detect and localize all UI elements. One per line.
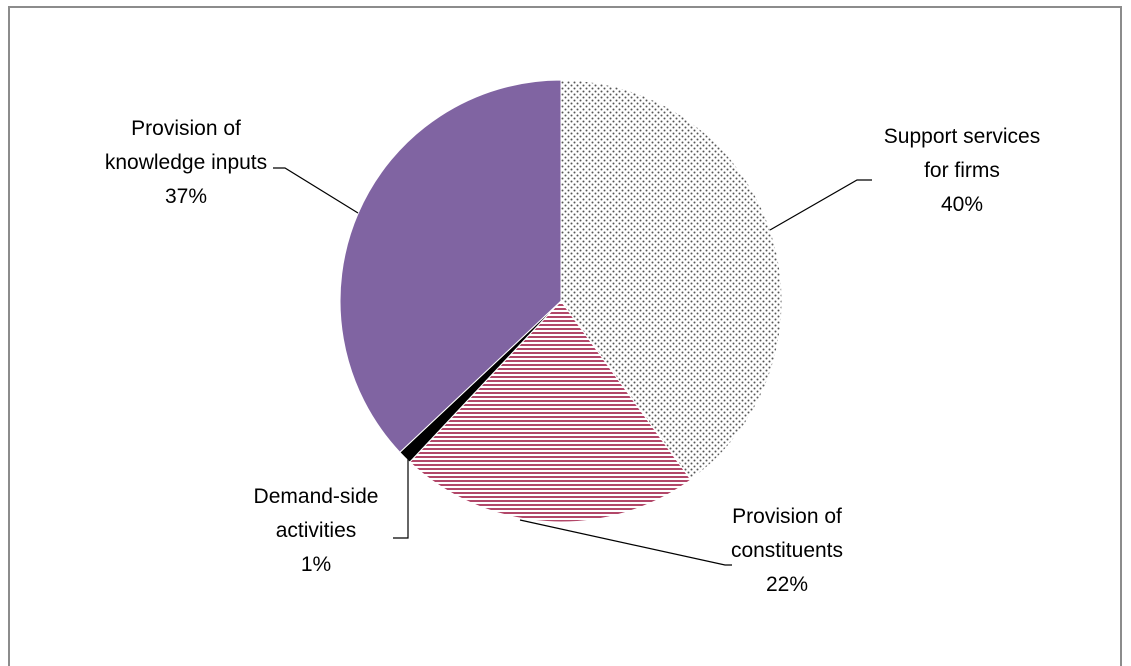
slice-label-text: Provision of [131,117,241,140]
slice-label-text: Provision of [732,505,842,528]
leader-line-3 [393,457,409,539]
slice-label-1: Support services for firms 40% [884,125,1040,216]
slice-percent-label: 37% [165,185,207,208]
slice-labels: Support services for firms 40% Provision of… [105,117,1040,596]
slice-percent-label: 40% [941,193,983,216]
pie-slice-4 [339,79,562,453]
leader-line-2 [519,519,732,566]
pie-slice-1 [560,79,783,481]
slice-label-text: activities [276,519,357,542]
slice-label-2: Provision of constituents 22% [731,505,843,596]
slice-label-text: Demand-side [254,485,379,508]
slice-label-text: Support services [884,125,1040,148]
slice-label-3: Demand-side activities 1% [254,485,379,576]
slice-label-text: for firms [924,159,1000,182]
slice-label-4: Provision of knowledge inputs 37% [105,117,267,208]
slice-percent-label: 1% [301,553,331,576]
leader-line-1 [769,179,872,231]
pie-slices [339,79,783,523]
slice-percent-label: 22% [766,573,808,596]
leader-line-4 [273,167,359,214]
pie-slice-2 [409,300,692,523]
leader-lines [273,167,872,566]
slice-label-text: knowledge inputs [105,151,267,174]
slice-label-text: constituents [731,539,843,562]
